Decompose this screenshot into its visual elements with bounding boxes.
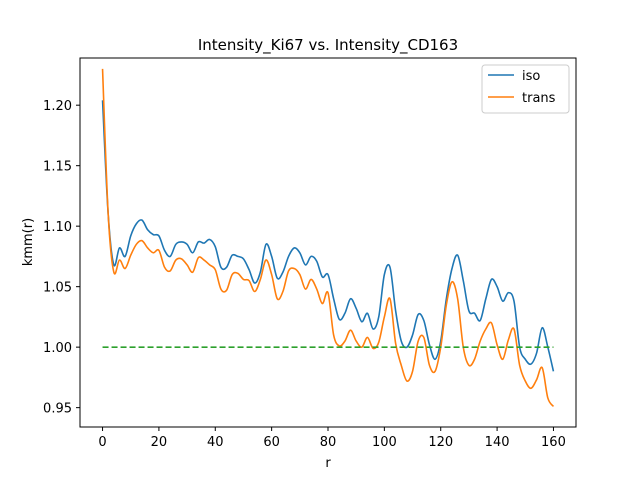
- legend-label-trans: trans: [522, 91, 556, 106]
- x-axis-label: r: [325, 456, 331, 471]
- y-tick-label: 1.00: [43, 341, 72, 356]
- x-tick-label: 80: [320, 435, 337, 450]
- x-tick-label: 40: [207, 435, 224, 450]
- y-tick-label: 0.95: [43, 402, 72, 417]
- y-tick-label: 1.20: [43, 99, 72, 114]
- y-axis-label: kmm(r): [21, 218, 36, 266]
- plot-area: [101, 68, 555, 407]
- series-trans-line: [101, 68, 555, 407]
- x-tick-label: 120: [428, 435, 453, 450]
- y-tick-label: 1.05: [43, 281, 72, 296]
- x-tick-label: 60: [263, 435, 280, 450]
- x-tick-label: 160: [541, 435, 566, 450]
- x-tick-label: 100: [372, 435, 397, 450]
- x-tick-label: 140: [485, 435, 510, 450]
- series-iso-line: [101, 100, 555, 372]
- x-tick-label: 0: [98, 435, 106, 450]
- legend: iso trans: [481, 64, 570, 114]
- y-tick-label: 1.10: [43, 220, 72, 235]
- legend-label-iso: iso: [522, 69, 540, 84]
- legend-box: [481, 64, 570, 114]
- y-axis: 0.95 1.00 1.05 1.10 1.15 1.20: [43, 99, 80, 417]
- y-tick-label: 1.15: [43, 160, 72, 175]
- x-tick-label: 20: [151, 435, 168, 450]
- chart-title: Intensity_Ki67 vs. Intensity_CD163: [198, 36, 458, 55]
- x-axis: 0 20 40 60 80 100 120 140 160: [98, 427, 566, 450]
